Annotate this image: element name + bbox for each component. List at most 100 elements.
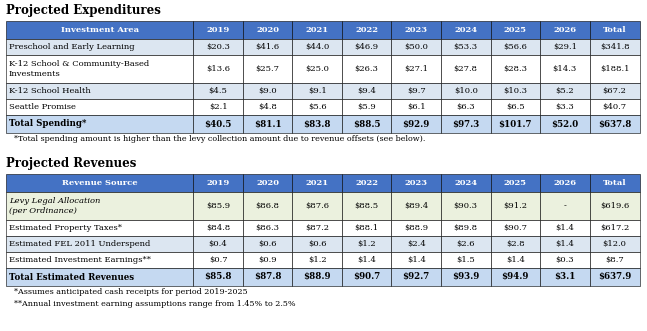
Text: $91.2: $91.2: [503, 202, 527, 210]
Bar: [391, 174, 441, 192]
Bar: [292, 115, 342, 133]
Bar: [540, 21, 589, 39]
Bar: [490, 99, 540, 115]
Text: **Annual investment earning assumptions range from 1.45% to 2.5%: **Annual investment earning assumptions …: [14, 300, 296, 308]
Bar: [540, 252, 589, 268]
Bar: [589, 115, 640, 133]
Bar: [490, 174, 540, 192]
Text: 2020: 2020: [256, 179, 279, 187]
Bar: [193, 220, 243, 236]
Bar: [193, 21, 243, 39]
Text: $29.1: $29.1: [553, 43, 576, 51]
Text: $637.8: $637.8: [598, 119, 631, 128]
Bar: [193, 236, 243, 252]
Bar: [589, 220, 640, 236]
Text: Estimated Investment Earnings**: Estimated Investment Earnings**: [9, 256, 151, 264]
Bar: [342, 55, 391, 83]
Text: $83.8: $83.8: [303, 119, 331, 128]
Text: $9.0: $9.0: [258, 87, 277, 95]
Bar: [6, 99, 193, 115]
Bar: [490, 83, 540, 99]
Bar: [342, 39, 391, 55]
Text: 2024: 2024: [454, 179, 477, 187]
Text: $86.8: $86.8: [256, 202, 280, 210]
Text: $5.2: $5.2: [556, 87, 574, 95]
Bar: [441, 99, 490, 115]
Text: $27.1: $27.1: [404, 65, 428, 73]
Bar: [589, 236, 640, 252]
Text: $40.5: $40.5: [204, 119, 232, 128]
Bar: [589, 55, 640, 83]
Bar: [441, 21, 490, 39]
Text: $1.4: $1.4: [357, 256, 376, 264]
Text: $3.3: $3.3: [555, 103, 574, 111]
Text: $88.1: $88.1: [355, 224, 378, 232]
Bar: [292, 55, 342, 83]
Bar: [441, 55, 490, 83]
Text: $13.6: $13.6: [206, 65, 230, 73]
Text: 2023: 2023: [405, 26, 428, 34]
Text: $94.9: $94.9: [501, 272, 529, 281]
Text: $5.6: $5.6: [308, 103, 327, 111]
Bar: [342, 115, 391, 133]
Text: $637.9: $637.9: [598, 272, 631, 281]
Bar: [342, 174, 391, 192]
Bar: [243, 174, 292, 192]
Text: K-12 School & Community-Based
Investments: K-12 School & Community-Based Investment…: [9, 60, 149, 77]
Bar: [540, 83, 589, 99]
Bar: [441, 192, 490, 220]
Text: Total Spending*: Total Spending*: [9, 119, 87, 128]
Text: $84.8: $84.8: [206, 224, 230, 232]
Text: 2023: 2023: [405, 179, 428, 187]
Text: $14.3: $14.3: [553, 65, 577, 73]
Text: $27.8: $27.8: [454, 65, 477, 73]
Bar: [540, 236, 589, 252]
Text: $9.1: $9.1: [308, 87, 327, 95]
Bar: [490, 236, 540, 252]
Bar: [6, 21, 193, 39]
Text: $87.8: $87.8: [254, 272, 281, 281]
Bar: [540, 268, 589, 286]
Text: $26.3: $26.3: [355, 65, 378, 73]
Bar: [441, 236, 490, 252]
Text: $87.6: $87.6: [305, 202, 329, 210]
Bar: [391, 55, 441, 83]
Text: $4.5: $4.5: [208, 87, 228, 95]
Bar: [490, 55, 540, 83]
Bar: [6, 174, 193, 192]
Text: $40.7: $40.7: [602, 103, 627, 111]
Bar: [490, 39, 540, 55]
Bar: [193, 99, 243, 115]
Text: Revenue Source: Revenue Source: [62, 179, 137, 187]
Text: $53.3: $53.3: [454, 43, 477, 51]
Text: $28.3: $28.3: [503, 65, 527, 73]
Bar: [589, 39, 640, 55]
Bar: [292, 21, 342, 39]
Text: Total: Total: [603, 26, 626, 34]
Bar: [490, 268, 540, 286]
Bar: [243, 83, 292, 99]
Bar: [6, 220, 193, 236]
Text: $52.0: $52.0: [551, 119, 578, 128]
Bar: [193, 252, 243, 268]
Text: $41.6: $41.6: [256, 43, 280, 51]
Bar: [441, 39, 490, 55]
Bar: [292, 99, 342, 115]
Text: Total Estimated Revenues: Total Estimated Revenues: [9, 272, 134, 281]
Text: Projected Expenditures: Projected Expenditures: [6, 4, 161, 17]
Text: 2019: 2019: [206, 179, 230, 187]
Text: $88.5: $88.5: [355, 202, 378, 210]
Text: $0.7: $0.7: [209, 256, 227, 264]
Bar: [441, 83, 490, 99]
Bar: [243, 39, 292, 55]
Text: Levy Legal Allocation
(per Ordinance): Levy Legal Allocation (per Ordinance): [9, 197, 100, 214]
Bar: [6, 252, 193, 268]
Text: $2.4: $2.4: [407, 240, 426, 248]
Bar: [589, 268, 640, 286]
Text: $67.2: $67.2: [603, 87, 626, 95]
Bar: [243, 268, 292, 286]
Bar: [342, 21, 391, 39]
Text: $1.4: $1.4: [407, 256, 426, 264]
Text: $2.6: $2.6: [457, 240, 475, 248]
Text: Investment Area: Investment Area: [61, 26, 138, 34]
